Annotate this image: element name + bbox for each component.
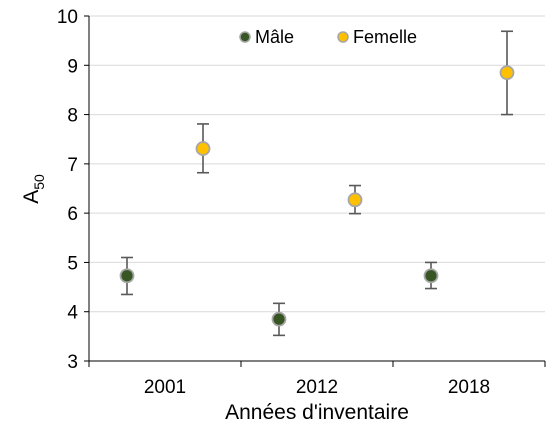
legend-marker (239, 31, 251, 43)
y-tick-label: 3 (67, 352, 78, 373)
y-tick-label: 7 (67, 155, 78, 176)
y-tick-label: 6 (67, 204, 78, 225)
x-tick-labels: 2001 2012 2018 (144, 377, 490, 398)
data-point (423, 268, 439, 284)
y-axis-title: A50 (20, 174, 47, 204)
legend: Mâle Femelle (239, 27, 417, 47)
x-tick-label: 2018 (448, 377, 490, 398)
legend-label: Femelle (353, 27, 417, 47)
x-tick-label: 2012 (296, 377, 338, 398)
data-points (119, 65, 515, 327)
y-tick-label: 10 (57, 7, 78, 28)
y-tick-label: 5 (67, 253, 78, 274)
data-point (347, 192, 363, 208)
legend-label: Mâle (255, 27, 294, 47)
data-point (499, 65, 515, 81)
y-axis-title-subscript: 50 (31, 174, 47, 190)
legend-marker (337, 31, 349, 43)
error-bars (121, 30, 513, 337)
y-tick-label: 4 (67, 303, 78, 324)
data-point (195, 141, 211, 156)
x-tick-label: 2001 (144, 377, 186, 398)
y-tick-label: 9 (67, 56, 78, 77)
axes (84, 15, 546, 367)
data-point (271, 311, 287, 327)
data-point (119, 268, 135, 284)
gridlines (89, 15, 545, 313)
y-tick-labels: 3 4 5 6 7 8 9 10 (57, 7, 79, 373)
y-tick-label: 8 (67, 106, 78, 127)
x-axis-title: Années d'inventaire (225, 401, 409, 424)
y-axis-title-main: A (20, 190, 43, 204)
